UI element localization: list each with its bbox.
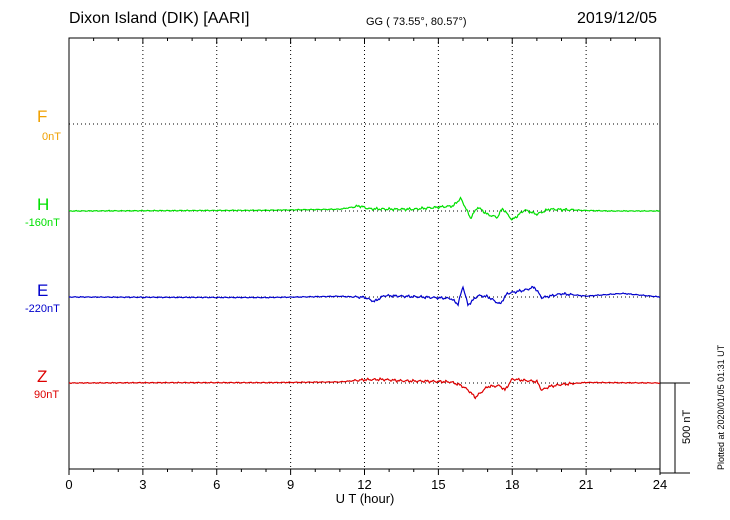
x-tick-label: 15 — [431, 477, 445, 492]
x-tick-label: 9 — [287, 477, 294, 492]
x-tick-label: 12 — [357, 477, 371, 492]
x-tick-label: 18 — [505, 477, 519, 492]
baseline-label-z: 90nT — [34, 389, 60, 401]
component-label-h: H — [37, 195, 50, 214]
plotted-timestamp: Plotted at 2020/01/05 01:31 UT — [716, 344, 726, 470]
station-title: Dixon Island (DIK) [AARI] — [69, 10, 250, 27]
component-label-f: F — [37, 107, 48, 126]
trace-z — [68, 377, 661, 400]
x-tick-label: 24 — [653, 477, 667, 492]
plot-date: 2019/12/05 — [577, 10, 658, 27]
station-coordinates: GG ( 73.55°, 80.57°) — [366, 16, 467, 28]
x-tick-label: 0 — [65, 477, 72, 492]
trace-h — [68, 196, 661, 221]
baseline-label-f: 0nT — [42, 131, 61, 143]
scale-bar-label: 500 nT — [681, 409, 693, 444]
x-tick-label: 21 — [579, 477, 593, 492]
baseline-label-h: -160nT — [25, 217, 60, 229]
x-axis-label: U T (hour) — [335, 491, 395, 506]
component-label-e: E — [37, 281, 49, 300]
x-tick-label: 6 — [213, 477, 220, 492]
trace-e — [68, 285, 661, 307]
component-label-z: Z — [37, 367, 48, 386]
x-tick-label: 3 — [139, 477, 146, 492]
baseline-label-e: -220nT — [25, 303, 60, 315]
